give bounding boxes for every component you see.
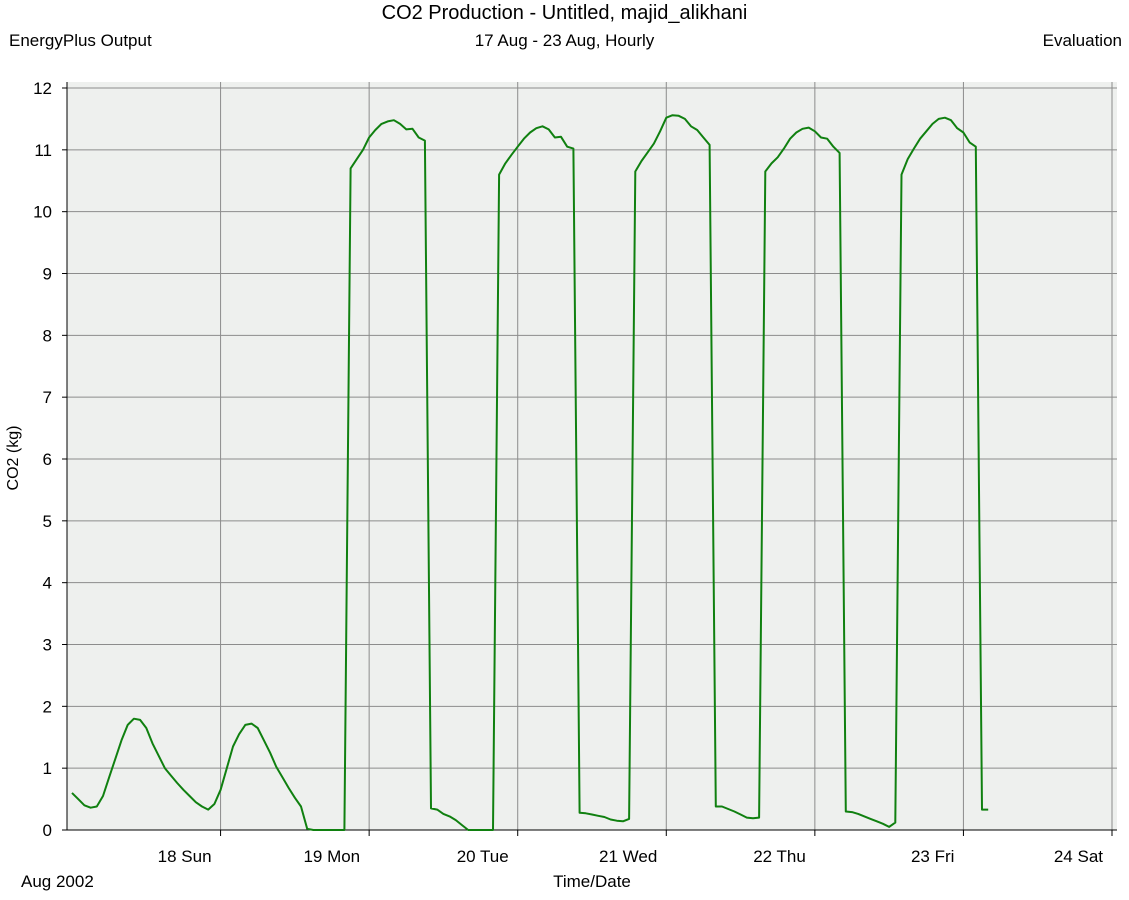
- y-tick-label: 1: [43, 759, 52, 778]
- month-year-label: Aug 2002: [21, 872, 94, 891]
- source-caption: EnergyPlus Output: [9, 31, 152, 50]
- y-tick-label: 7: [43, 388, 52, 407]
- x-tick-label: 19 Mon: [303, 847, 360, 866]
- y-tick-label: 3: [43, 636, 52, 655]
- x-tick-label: 22 Thu: [753, 847, 806, 866]
- x-tick-label: 21 Wed: [599, 847, 657, 866]
- y-tick-label: 6: [43, 450, 52, 469]
- y-tick-label: 12: [33, 79, 52, 98]
- chart-title: CO2 Production - Untitled, majid_alikhan…: [381, 2, 748, 24]
- y-tick-label: 9: [43, 265, 52, 284]
- co2-series-line: [71, 114, 989, 831]
- x-axis-label: Time/Date: [553, 872, 631, 891]
- y-tick-label: 11: [34, 141, 52, 160]
- y-tick-label: 10: [33, 203, 52, 222]
- x-tick-label: 20 Tue: [457, 847, 509, 866]
- x-tick-label: 18 Sun: [158, 847, 212, 866]
- x-tick-label: 23 Fri: [911, 847, 954, 866]
- y-tick-label: 4: [43, 574, 52, 593]
- y-tick-label: 8: [43, 326, 52, 345]
- chart-subtitle: 17 Aug - 23 Aug, Hourly: [474, 31, 655, 50]
- x-tick-label: 24 Sat: [1054, 847, 1103, 866]
- y-tick-label: 0: [43, 821, 52, 840]
- y-tick-label: 2: [43, 697, 52, 716]
- plot-area: [67, 82, 1117, 830]
- y-tick-label: 5: [43, 512, 52, 531]
- evaluation-caption: Evaluation: [1042, 31, 1122, 50]
